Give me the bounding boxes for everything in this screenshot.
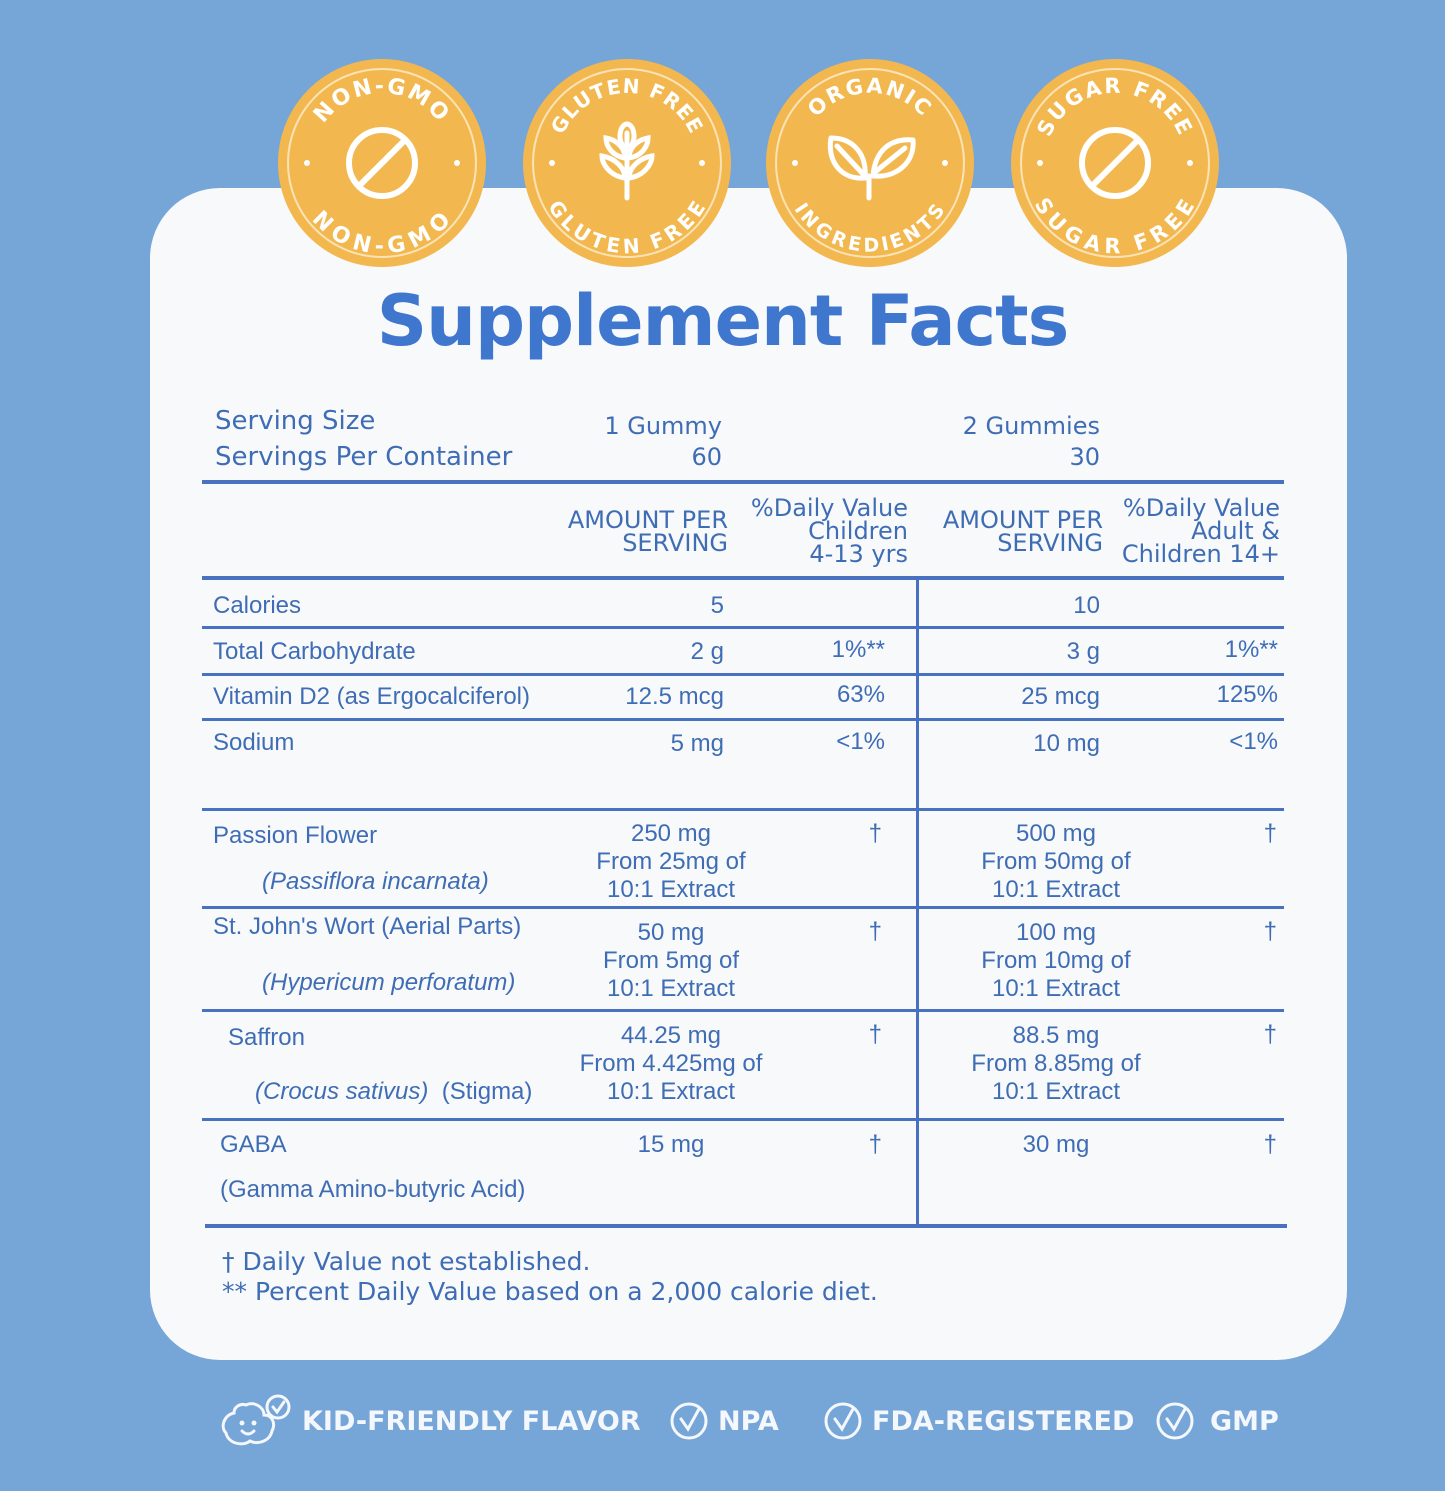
npa-badge: NPA xyxy=(668,1393,779,1449)
divider xyxy=(202,576,1284,580)
vitd-dv-children: 63% xyxy=(836,681,885,708)
kid-friendly-flavor-badge: KID-FRIENDLY FLAVOR xyxy=(220,1393,641,1449)
column-divider xyxy=(916,580,919,1226)
footnote-dagger: † Daily Value not established. xyxy=(222,1247,591,1276)
serving-size-label: Serving Size xyxy=(215,406,376,436)
saffron-part: (Stigma) xyxy=(441,1078,533,1105)
adult-serving-size: 2 Gummies xyxy=(962,412,1100,440)
footnote-asterisk: ** Percent Daily Value based on a 2,000 … xyxy=(222,1277,878,1306)
calories-adult: 10 xyxy=(1073,592,1100,619)
sugar-free-badge: SUGAR FREE SUGAR FREE xyxy=(1010,58,1220,268)
carb-name: Total Carbohydrate xyxy=(213,638,416,665)
gmp-label: GMP xyxy=(1210,1405,1279,1437)
passion-name: Passion Flower xyxy=(213,822,378,849)
divider xyxy=(202,673,1284,676)
sodium-name: Sodium xyxy=(213,729,295,756)
page-title: Supplement Facts xyxy=(376,280,1070,362)
stjohn-dv-children: † xyxy=(868,918,882,945)
check-circle-icon xyxy=(670,1402,708,1440)
facts-card xyxy=(150,188,1347,1360)
gaba-dv-adult: † xyxy=(1263,1131,1277,1158)
fda-registered-label: FDA-REGISTERED xyxy=(872,1405,1135,1437)
leaf-icon xyxy=(827,135,916,201)
amount-header-children: AMOUNT PER SERVING xyxy=(567,506,728,557)
adult-servings: 30 xyxy=(1069,443,1100,471)
saffron-name: Saffron xyxy=(228,1024,305,1051)
saffron-dv-children: † xyxy=(868,1021,882,1048)
passion-dv-adult: † xyxy=(1263,820,1277,847)
calories-name: Calories xyxy=(213,592,302,619)
saffron-adult: 88.5 mg From 8.85mg of 10:1 Extract xyxy=(971,1022,1141,1105)
servings-per-container-label: Servings Per Container xyxy=(215,442,513,472)
divider xyxy=(202,808,1284,811)
carb-adult: 3 g xyxy=(1066,638,1100,665)
fda-registered-badge: FDA-REGISTERED xyxy=(822,1393,1134,1449)
divider xyxy=(202,1009,1284,1012)
npa-label: NPA xyxy=(718,1405,779,1437)
divider xyxy=(202,626,1284,629)
sodium-dv-adult: <1% xyxy=(1229,728,1278,755)
vitd-adult: 25 mcg xyxy=(1021,683,1100,710)
kid-friendly-flavor-label: KID-FRIENDLY FLAVOR xyxy=(302,1405,641,1437)
passion-dv-children: † xyxy=(868,820,882,847)
saffron-dv-adult: † xyxy=(1263,1021,1277,1048)
gaba-children: 15 mg xyxy=(637,1131,705,1158)
vitd-dv-adult: 125% xyxy=(1216,681,1278,708)
carb-children: 2 g xyxy=(690,638,724,665)
sodium-dv-children: <1% xyxy=(836,728,885,755)
passion-children: 250 mg From 25mg of 10:1 Extract xyxy=(596,820,746,903)
stjohn-dv-adult: † xyxy=(1263,918,1277,945)
check-circle-icon xyxy=(1156,1402,1194,1440)
gluten-free-badge: GLUTEN FREE GLUTEN FREE xyxy=(522,58,732,268)
stjohn-latin: (Hypericum perforatum) xyxy=(262,969,516,996)
divider xyxy=(205,1224,1287,1228)
prohibit-icon xyxy=(1079,127,1151,199)
wheat-icon xyxy=(599,121,655,201)
passion-adult: 500 mg From 50mg of 10:1 Extract xyxy=(981,820,1131,903)
sodium-adult: 10 mg xyxy=(1033,730,1100,757)
gaba-sub: (Gamma Amino-butyric Acid) xyxy=(220,1176,526,1203)
gmp-badge: GMP xyxy=(1154,1393,1279,1449)
children-serving-size: 1 Gummy xyxy=(604,412,722,440)
divider xyxy=(202,1118,1284,1121)
saffron-latin-line: (Crocus sativus) (Stigma) xyxy=(255,1078,532,1106)
vitd-children: 12.5 mcg xyxy=(625,683,724,710)
carb-dv-children: 1%** xyxy=(831,636,885,663)
passion-latin: (Passiflora incarnata) xyxy=(262,868,489,895)
cookie-icon xyxy=(221,1394,291,1446)
sodium-children: 5 mg xyxy=(670,730,724,757)
divider xyxy=(202,480,1284,484)
organic-badge: ORGANIC INGREDIENTS xyxy=(765,58,975,268)
stjohn-children: 50 mg From 5mg of 10:1 Extract xyxy=(602,919,740,1002)
vitd-name: Vitamin D2 (as Ergocalciferol) xyxy=(213,683,531,710)
divider xyxy=(202,718,1284,721)
carb-dv-adult: 1%** xyxy=(1224,636,1278,663)
saffron-children: 44.25 mg From 4.425mg of 10:1 Extract xyxy=(579,1022,763,1105)
saffron-latin: (Crocus sativus) xyxy=(255,1078,429,1105)
dv-children-header: %Daily Value Children 4-13 yrs xyxy=(750,494,908,568)
divider xyxy=(202,906,1284,909)
non-gmo-badge: NON-GMO NON-GMO xyxy=(277,58,487,268)
stjohn-name: St. John's Wort (Aerial Parts) xyxy=(213,913,522,940)
dv-adult-header: %Daily Value Adult & Children 14+ xyxy=(1121,494,1280,568)
stjohn-adult: 100 mg From 10mg of 10:1 Extract xyxy=(981,919,1131,1002)
children-servings: 60 xyxy=(691,443,722,471)
amount-header-adult: AMOUNT PER SERVING xyxy=(942,506,1103,557)
gaba-dv-children: † xyxy=(868,1131,882,1158)
gaba-name: GABA xyxy=(220,1131,287,1158)
prohibit-icon xyxy=(346,127,418,199)
check-circle-icon xyxy=(824,1402,862,1440)
calories-children: 5 xyxy=(710,592,724,619)
gaba-adult: 30 mg xyxy=(1022,1131,1090,1158)
